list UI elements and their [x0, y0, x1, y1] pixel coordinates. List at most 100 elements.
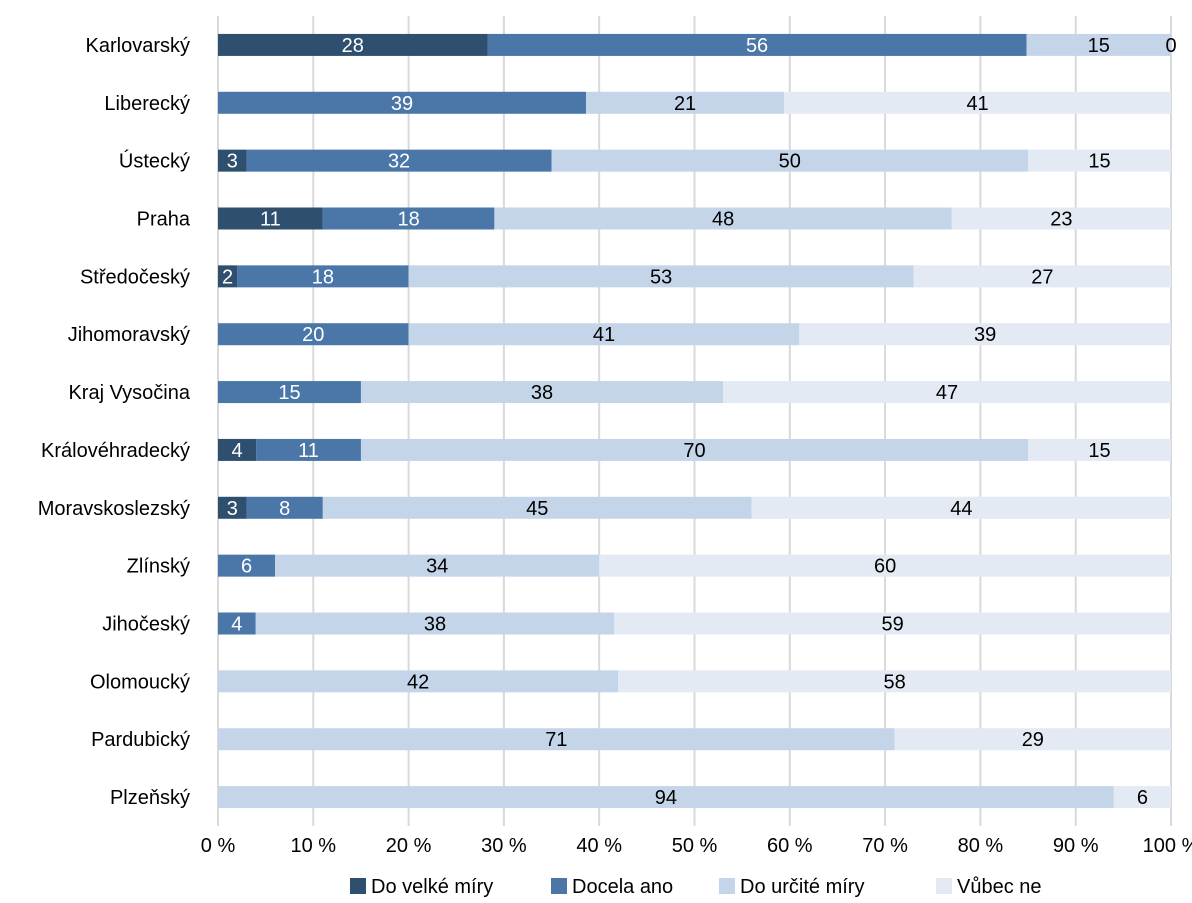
- bar-segment: [1028, 438, 1171, 461]
- x-tick-label: 50 %: [672, 835, 718, 857]
- data-label: 18: [397, 209, 419, 231]
- x-tick-label: 90 %: [1053, 835, 1099, 857]
- bar-segment: [322, 496, 752, 519]
- bar-segment: [218, 207, 323, 230]
- bar-segment: [218, 612, 256, 635]
- data-label: 53: [650, 266, 672, 288]
- data-label: 94: [655, 787, 677, 809]
- bar-segment: [237, 265, 409, 288]
- bar-segment: [784, 91, 1171, 114]
- data-label: 3: [227, 498, 238, 520]
- data-label: 32: [388, 151, 410, 173]
- bar-segment: [218, 496, 247, 519]
- category-label: Olomoucký: [90, 671, 190, 693]
- bar-segment: [408, 323, 800, 346]
- bar-segment: [1028, 149, 1171, 172]
- data-label: 18: [312, 266, 334, 288]
- data-label: 58: [884, 671, 906, 693]
- data-label: 44: [950, 498, 972, 520]
- bar-segment: [218, 91, 586, 114]
- category-label: Středočeský: [80, 266, 190, 288]
- data-label: 41: [966, 93, 988, 115]
- bar-segment: [218, 438, 257, 461]
- x-tick-label: 40 %: [576, 835, 622, 857]
- bar-segment: [218, 323, 409, 346]
- bar-segment: [275, 554, 600, 577]
- x-tick-label: 30 %: [481, 835, 527, 857]
- x-tick-label: 20 %: [386, 835, 432, 857]
- data-label: 45: [526, 498, 548, 520]
- data-label: 71: [545, 729, 567, 751]
- x-tick-label: 100 %: [1143, 835, 1192, 857]
- data-label: 0: [1165, 35, 1176, 57]
- legend-swatch: [551, 878, 567, 894]
- legend-label: Vůbec ne: [957, 876, 1042, 898]
- data-label: 28: [342, 35, 364, 57]
- data-label: 20: [302, 324, 324, 346]
- data-label: 21: [674, 93, 696, 115]
- category-label: Královéhradecký: [41, 440, 190, 462]
- category-label: Pardubický: [91, 729, 190, 751]
- legend-label: Docela ano: [572, 876, 673, 898]
- bar-segment: [799, 323, 1171, 346]
- data-label: 15: [1088, 151, 1110, 173]
- data-label: 23: [1050, 209, 1072, 231]
- data-label: 48: [712, 209, 734, 231]
- bar-segment: [913, 265, 1171, 288]
- bar-segment: [614, 612, 1171, 635]
- bar-segment: [256, 438, 361, 461]
- bar-segment: [487, 33, 1027, 56]
- x-tick-label: 10 %: [291, 835, 337, 857]
- data-label: 6: [241, 556, 252, 578]
- legend-swatch: [350, 878, 366, 894]
- data-label: 8: [279, 498, 290, 520]
- bar-segment: [1113, 786, 1171, 809]
- bar-segment: [585, 91, 785, 114]
- bar-segment: [218, 33, 488, 56]
- bar-segment: [408, 265, 914, 288]
- x-tick-label: 80 %: [958, 835, 1004, 857]
- bar-segment: [218, 149, 247, 172]
- category-label: Kraj Vysočina: [68, 382, 190, 404]
- data-label: 38: [531, 382, 553, 404]
- category-label: Ústecký: [119, 150, 190, 173]
- bar-segment: [218, 786, 1114, 809]
- bar-segment: [218, 670, 619, 693]
- data-label: 4: [231, 440, 242, 462]
- data-label: 29: [1022, 729, 1044, 751]
- bar-segment: [360, 438, 1029, 461]
- data-label: 70: [683, 440, 705, 462]
- bar-segment: [246, 496, 323, 519]
- data-label: 6: [1137, 787, 1148, 809]
- data-label: 56: [746, 35, 768, 57]
- legend-label: Do velké míry: [371, 876, 493, 898]
- bar-segment: [246, 149, 552, 172]
- data-label: 15: [1088, 35, 1110, 57]
- bar-segment: [218, 265, 238, 288]
- data-label: 15: [278, 382, 300, 404]
- bar-segment: [894, 728, 1171, 751]
- data-label: 39: [391, 93, 413, 115]
- bar-segment: [618, 670, 1171, 693]
- bar-segment: [218, 728, 895, 751]
- category-label: Jihočeský: [102, 614, 190, 636]
- data-label: 41: [593, 324, 615, 346]
- data-label: 50: [779, 151, 801, 173]
- data-label: 60: [874, 556, 896, 578]
- category-label: Moravskoslezský: [38, 498, 190, 520]
- legend-swatch: [719, 878, 735, 894]
- x-tick-label: 70 %: [862, 835, 908, 857]
- category-label: Liberecký: [104, 93, 190, 115]
- data-label: 11: [298, 440, 319, 462]
- legend-label: Do určité míry: [740, 876, 864, 898]
- bar-segment: [951, 207, 1171, 230]
- data-label: 42: [407, 671, 429, 693]
- bar-segment: [723, 381, 1171, 404]
- category-label: Praha: [137, 209, 191, 231]
- bar-segment: [322, 207, 495, 230]
- category-label: Jihomoravský: [68, 324, 190, 346]
- bar-segment: [599, 554, 1171, 577]
- category-label: Zlínský: [127, 556, 190, 578]
